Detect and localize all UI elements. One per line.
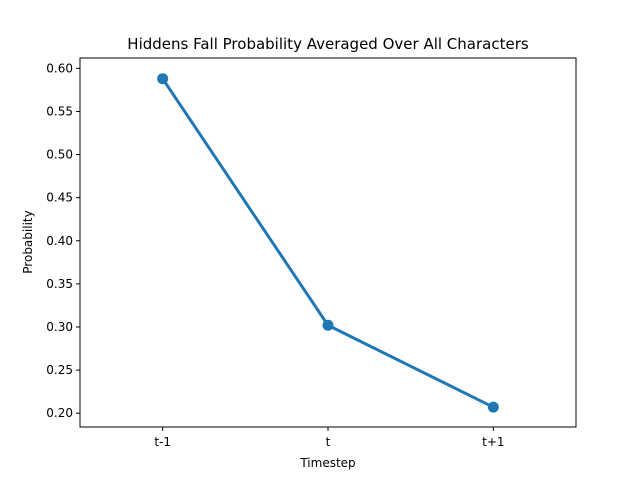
y-tick-label: 0.35 <box>46 277 73 291</box>
y-tick-label: 0.60 <box>46 61 73 75</box>
series-layer <box>157 73 499 413</box>
y-tick-label: 0.50 <box>46 148 73 162</box>
y-tick-label: 0.45 <box>46 191 73 205</box>
y-tick-label: 0.20 <box>46 406 73 420</box>
chart-title: Hiddens Fall Probability Averaged Over A… <box>127 35 529 53</box>
data-point-t <box>322 319 334 331</box>
x-axis: t-1 t t+1 <box>154 427 505 449</box>
x-tick-label: t-1 <box>154 435 171 449</box>
data-point-t-1 <box>157 73 169 85</box>
data-point-t+1 <box>487 401 499 413</box>
x-tick-label: t <box>326 435 331 449</box>
y-tick-label: 0.55 <box>46 104 73 118</box>
x-axis-label: Timestep <box>299 456 355 470</box>
y-tick-label: 0.30 <box>46 320 73 334</box>
x-tick-label: t+1 <box>482 435 504 449</box>
y-tick-label: 0.25 <box>46 363 73 377</box>
y-tick-label: 0.40 <box>46 234 73 248</box>
y-axis: 0.20 0.25 0.30 0.35 0.40 0.45 0.50 0.55 0.60 <box>46 61 80 420</box>
y-axis-label: Probability <box>21 210 35 273</box>
